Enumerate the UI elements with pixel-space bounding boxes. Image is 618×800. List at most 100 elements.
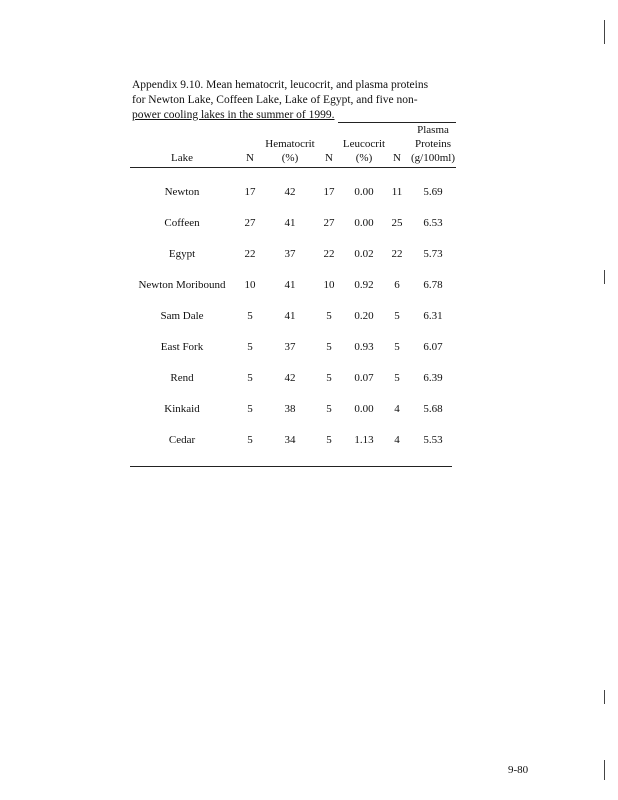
- table-cell: 38: [284, 402, 296, 415]
- table-cell: 5: [326, 309, 332, 322]
- column-header: N: [393, 152, 401, 164]
- table-cell: East Fork: [160, 340, 204, 353]
- table-cell: 5: [247, 433, 253, 446]
- table-cell: 22: [323, 247, 335, 260]
- scan-speck: [604, 270, 605, 284]
- table-row: Newton 17 42 17 0.00 11 5.69: [128, 164, 458, 207]
- table-cell: 22: [244, 247, 256, 260]
- table-cell: 6: [394, 278, 400, 291]
- table-cell: 5: [394, 340, 400, 353]
- table-cell: 27: [323, 216, 335, 229]
- table-cell: 34: [284, 433, 296, 446]
- table-cell: 0.00: [354, 402, 374, 415]
- table-cell: 41: [284, 278, 296, 291]
- column-header: Hematocrit: [265, 138, 315, 150]
- table-cell: 25: [391, 216, 403, 229]
- table-cell: Newton: [164, 185, 200, 198]
- caption-line-1: Appendix 9.10. Mean hematocrit, leucocri…: [132, 79, 429, 91]
- table-cell: 0.00: [354, 185, 374, 198]
- header-row: Plasma: [128, 122, 458, 136]
- column-header: N: [325, 152, 333, 164]
- table-cell: 11: [391, 185, 403, 198]
- table-cell: 22: [391, 247, 403, 260]
- table-row: Egypt 22 37 22 0.02 22 5.73: [128, 238, 458, 269]
- table-cell: 5: [247, 402, 253, 415]
- caption-line-2: for Newton Lake, Coffeen Lake, Lake of E…: [132, 94, 418, 106]
- table-cell: 4: [394, 433, 400, 446]
- table-row: Kinkaid 5 38 5 0.00 4 5.68: [128, 393, 458, 424]
- column-header: [342, 122, 386, 136]
- table-cell: 0.20: [354, 309, 374, 322]
- scan-speck: [604, 690, 605, 704]
- column-header: [316, 136, 342, 150]
- column-header: Leucocrit: [342, 138, 386, 150]
- table-cell: 5: [326, 402, 332, 415]
- table-cell: 5.68: [423, 402, 443, 415]
- table-cell: 6.31: [423, 309, 443, 322]
- table-cell: 5: [326, 433, 332, 446]
- table-cell: Cedar: [168, 433, 196, 446]
- column-header: [128, 136, 236, 150]
- table-cell: 5: [394, 371, 400, 384]
- column-header: N: [246, 152, 254, 164]
- column-header: (%): [355, 152, 373, 164]
- column-header: Proteins: [414, 138, 452, 150]
- table-cell: 6.53: [423, 216, 443, 229]
- table-caption: Appendix 9.10. Mean hematocrit, leucocri…: [132, 78, 462, 123]
- header-row: Hematocrit Leucocrit Proteins: [128, 136, 458, 150]
- caption-line-3: power cooling lakes in the summer of 199…: [132, 109, 335, 121]
- column-header: [386, 122, 408, 136]
- scan-speck: [604, 760, 605, 780]
- table-cell: 10: [244, 278, 256, 291]
- data-table: Plasma Hematocrit Leucocrit Proteins Lake N (%…: [128, 122, 458, 455]
- column-header: [264, 122, 316, 136]
- table-cell: 0.07: [354, 371, 374, 384]
- table-cell: Rend: [170, 371, 194, 384]
- table-row: Rend 5 42 5 0.07 5 6.39: [128, 362, 458, 393]
- table-cell: 42: [284, 185, 296, 198]
- table-cell: 41: [284, 309, 296, 322]
- table-cell: 0.02: [354, 247, 374, 260]
- table-cell: 0.00: [354, 216, 374, 229]
- table-cell: 0.92: [354, 278, 374, 291]
- table-cell: 5: [247, 340, 253, 353]
- table-cell: 5: [247, 309, 253, 322]
- table-cell: 6.07: [423, 340, 443, 353]
- column-header: (g/100ml): [411, 152, 455, 164]
- table-cell: 37: [284, 247, 296, 260]
- column-header: [236, 136, 264, 150]
- table-cell: Kinkaid: [164, 402, 200, 415]
- table-cell: 5.69: [423, 185, 443, 198]
- column-header: Plasma: [417, 124, 449, 136]
- table-cell: 17: [244, 185, 256, 198]
- table-row: Sam Dale 5 41 5 0.20 5 6.31: [128, 300, 458, 331]
- top-rule: [338, 122, 456, 123]
- column-header: [316, 122, 342, 136]
- column-header: (%): [281, 152, 299, 164]
- table-cell: 5: [247, 371, 253, 384]
- table-cell: 17: [323, 185, 335, 198]
- header-row: Lake N (%) N (%) N (g/100ml): [128, 150, 458, 164]
- table-cell: 5.53: [423, 433, 443, 446]
- table-cell: 5: [326, 340, 332, 353]
- column-header: [236, 122, 264, 136]
- table-cell: Egypt: [168, 247, 196, 260]
- table-cell: 5.73: [423, 247, 443, 260]
- table-cell: 0.93: [354, 340, 374, 353]
- column-header: [386, 136, 408, 150]
- table-cell: Sam Dale: [160, 309, 204, 322]
- column-header: [128, 122, 236, 136]
- table-cell: Newton Moribound: [138, 278, 226, 291]
- page-number: 9-80: [508, 764, 529, 776]
- table-cell: 1.13: [354, 433, 374, 446]
- table-cell: 41: [284, 216, 296, 229]
- table-cell: 42: [284, 371, 296, 384]
- table-cell: 5: [394, 309, 400, 322]
- column-header: Lake: [171, 152, 193, 164]
- table-cell: 6.78: [423, 278, 443, 291]
- table-cell: 4: [394, 402, 400, 415]
- table-cell: 10: [323, 278, 335, 291]
- table-cell: 37: [284, 340, 296, 353]
- table-row: East Fork 5 37 5 0.93 5 6.07: [128, 331, 458, 362]
- table-row: Cedar 5 34 5 1.13 4 5.53: [128, 424, 458, 455]
